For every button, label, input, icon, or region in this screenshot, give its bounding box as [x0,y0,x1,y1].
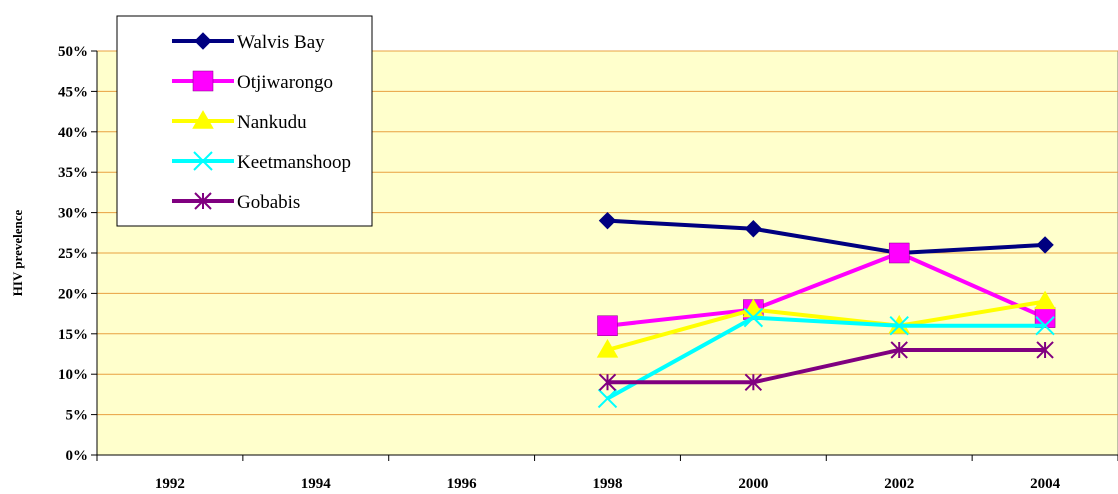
legend-marker [194,192,212,210]
y-tick-label: 40% [58,125,88,141]
y-tick-label: 15% [58,327,88,343]
y-tick-label: 50% [58,44,88,60]
legend-label: Otjiwarongo [237,72,333,93]
data-point-marker [744,220,763,238]
legend-marker [192,70,214,92]
data-point-marker [889,316,909,336]
x-tick-label: 1992 [155,476,185,492]
series-layer [596,211,1056,409]
legend-item: Otjiwarongo [172,70,333,93]
legend-item: Gobabis [172,192,300,213]
y-tick-label: 0% [66,448,89,464]
series-line [606,315,1046,401]
y-axis-title: HIV prevelence [10,210,25,297]
legend-marker [192,110,214,129]
legend-box [116,15,373,227]
legend: Walvis Bay Otjiwarongo Nankudu Keetmanshoop… [116,15,373,227]
data-point-marker [597,388,618,409]
data-point-marker [596,339,619,358]
x-tick-label: 1994 [301,476,332,492]
legend-label: Keetmanshoop [237,152,351,173]
x-tick-label: 2002 [884,476,914,492]
data-point-marker [1034,290,1056,310]
legend-item: Keetmanshoop [172,151,351,173]
series-line [607,251,1046,328]
y-tick-label: 30% [58,206,88,222]
x-tick-label: 2004 [1030,476,1061,492]
data-point-marker [598,211,617,230]
x-tick-label: 2000 [738,476,768,492]
data-point-marker [597,315,618,336]
legend-label: Nankudu [237,112,307,133]
data-point-marker [744,373,763,391]
x-tick-label: 1996 [447,476,478,492]
legend-item: Walvis Bay [172,32,325,53]
legend-marker [194,32,212,50]
y-tick-label: 25% [58,246,88,262]
legend-label: Gobabis [237,192,300,213]
x-tick-label: 1998 [593,476,623,492]
data-point-marker [1035,316,1055,336]
series-gobabis [598,341,1054,391]
series-otjiwarongo [597,242,1056,336]
data-point-marker [743,307,764,328]
legend-item: Nankudu [172,110,307,133]
y-tick-label: 10% [58,367,88,383]
legend-label: Walvis Bay [237,32,325,53]
x-axis: 1992 1994 1996 1998 2000 2002 2004 [96,454,1118,492]
data-point-marker [890,341,908,359]
series-line [607,347,1046,385]
data-point-marker [1036,341,1054,359]
y-tick-label: 20% [58,286,88,302]
data-point-marker [888,242,910,264]
series-line [606,299,1046,352]
y-tick-label: 45% [58,84,88,100]
y-tick-label: 35% [58,165,88,181]
series-line [607,218,1046,255]
series-keetmanshoop [597,307,1055,409]
data-point-marker [598,373,617,391]
data-point-marker [1036,236,1054,254]
y-tick-label: 5% [66,408,89,424]
y-axis: 0% 5% 10% 15% 20% 25% 30% 35% 40% 45% 50% [58,44,98,464]
legend-marker [193,151,213,171]
